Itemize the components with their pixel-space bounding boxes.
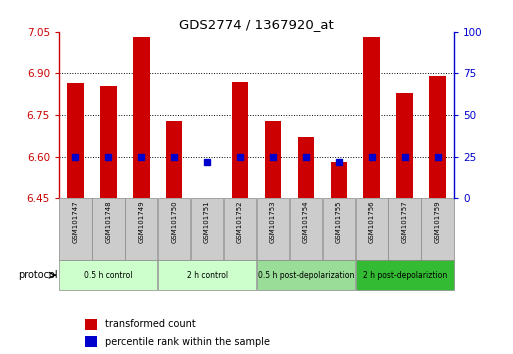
Title: GDS2774 / 1367920_at: GDS2774 / 1367920_at <box>179 18 334 31</box>
Bar <box>388 198 421 260</box>
Bar <box>85 336 97 347</box>
Bar <box>265 121 281 198</box>
Bar <box>356 198 388 260</box>
Text: GSM101754: GSM101754 <box>303 200 309 242</box>
Text: percentile rank within the sample: percentile rank within the sample <box>105 337 270 347</box>
Text: GSM101759: GSM101759 <box>435 200 441 243</box>
Text: 0.5 h post-depolarization: 0.5 h post-depolarization <box>258 271 354 280</box>
Bar <box>85 319 97 330</box>
Text: GSM101752: GSM101752 <box>237 200 243 242</box>
Text: 2 h control: 2 h control <box>187 271 228 280</box>
Bar <box>125 198 157 260</box>
Bar <box>364 38 380 198</box>
Bar <box>60 260 157 290</box>
Bar <box>191 198 223 260</box>
Bar <box>429 76 446 198</box>
Text: 0.5 h control: 0.5 h control <box>84 271 133 280</box>
Text: GSM101753: GSM101753 <box>270 200 276 243</box>
Bar <box>397 93 413 198</box>
Bar <box>257 198 289 260</box>
Text: GSM101747: GSM101747 <box>72 200 78 243</box>
Bar <box>92 198 125 260</box>
Text: GSM101757: GSM101757 <box>402 200 408 243</box>
Text: protocol: protocol <box>18 270 57 280</box>
Bar <box>257 260 355 290</box>
Bar <box>67 83 84 198</box>
Bar <box>158 260 256 290</box>
Text: GSM101756: GSM101756 <box>369 200 374 243</box>
Bar <box>166 121 183 198</box>
Bar <box>298 137 314 198</box>
Bar <box>133 38 149 198</box>
Bar <box>356 260 453 290</box>
Text: GSM101755: GSM101755 <box>336 200 342 242</box>
Bar <box>323 198 355 260</box>
Text: GSM101748: GSM101748 <box>105 200 111 243</box>
Bar <box>100 86 116 198</box>
Bar <box>60 198 92 260</box>
Bar <box>232 82 248 198</box>
Text: 2 h post-depolariztion: 2 h post-depolariztion <box>363 271 447 280</box>
Text: GSM101749: GSM101749 <box>139 200 144 243</box>
Bar <box>224 198 256 260</box>
Text: transformed count: transformed count <box>105 319 196 330</box>
Text: GSM101751: GSM101751 <box>204 200 210 243</box>
Bar <box>330 162 347 198</box>
Bar <box>290 198 322 260</box>
Bar <box>158 198 190 260</box>
Bar <box>421 198 453 260</box>
Text: GSM101750: GSM101750 <box>171 200 177 243</box>
